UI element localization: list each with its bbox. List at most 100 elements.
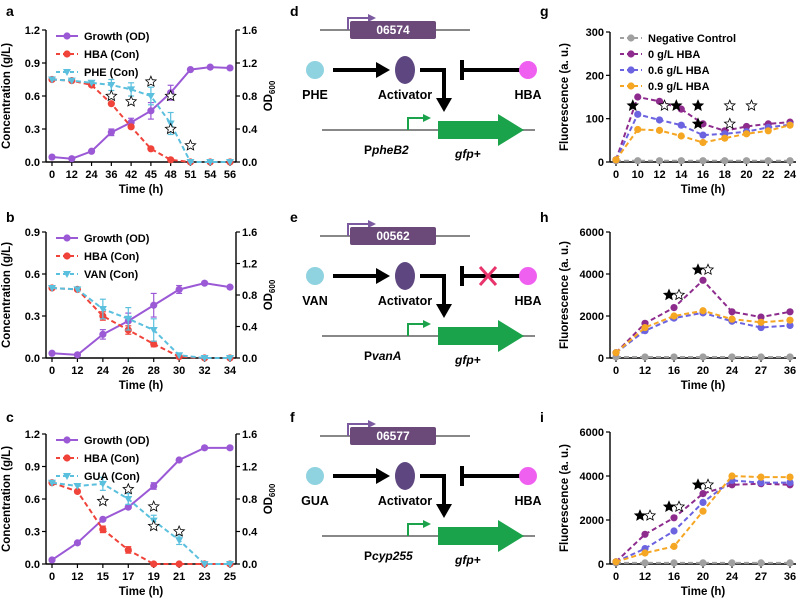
x-tick-label: 16 (697, 169, 709, 181)
x-tick-label: 21 (173, 571, 185, 583)
y-axis-label: Fluorescence (a. u.) (559, 241, 571, 349)
y-tick-label: 0 (598, 559, 604, 571)
significance-star (147, 519, 160, 532)
activator-label: Activator (378, 294, 432, 308)
x-axis-label: Time (h) (119, 380, 164, 392)
y2-axis-label: OD600 (263, 279, 277, 310)
series-0-6-g-l-hba (612, 110, 794, 164)
significance-star (164, 89, 177, 102)
significance-star (723, 117, 737, 130)
data-point (73, 487, 82, 496)
diagram-d: 06574 PHE Activator HBA PpheB2 gfp+ (302, 14, 542, 161)
x-tick-label: 24 (85, 169, 98, 181)
legend-label: Growth (OD) (84, 233, 150, 245)
reporter-label: gfp+ (454, 553, 481, 567)
y-tick-label: 0.9 (25, 462, 40, 474)
data-point (634, 125, 642, 134)
data-point (107, 100, 115, 108)
chart-i: 0 2000 4000 6000 0 12 16 20 24 27 36 Time (h) Fluore… (559, 427, 796, 598)
x-tick-label: 0 (49, 365, 55, 377)
x-tick-label: 0 (613, 169, 619, 181)
x-tick-label: 12 (653, 169, 665, 181)
significance-star (124, 94, 138, 107)
x-tick-label: 28 (148, 365, 160, 377)
promoter-name: cyp255 (372, 549, 413, 563)
data-point (641, 353, 649, 361)
inducer-dot (306, 61, 324, 79)
x-tick-label: 25 (224, 571, 236, 583)
y-axis-label: Concentration (g/L) (1, 242, 13, 348)
data-point (786, 308, 794, 316)
series-line (615, 113, 791, 161)
significance-star (147, 500, 160, 512)
y-tick-label: 0.3 (25, 124, 40, 136)
data-point (655, 97, 664, 105)
legend-marker (627, 50, 635, 58)
y-tick-label: 1.2 (25, 429, 40, 441)
significance-star (184, 138, 197, 151)
data-point (167, 156, 175, 164)
significance-star (122, 482, 135, 495)
data-point (641, 323, 649, 332)
y2-tick-label: 0.8 (242, 91, 257, 103)
y2-axis-label: OD600 (263, 80, 277, 111)
data-point (99, 330, 107, 338)
gene-box (350, 21, 436, 39)
data-point (175, 456, 183, 464)
repressor-label: HBA (514, 494, 541, 508)
data-point (699, 276, 707, 284)
promoter-prefix: P (364, 549, 372, 563)
x-tick-label: 24 (97, 365, 110, 377)
data-point (175, 352, 184, 360)
gfp-gene-arrow (438, 520, 524, 552)
inducer-dot (306, 267, 324, 285)
data-point (634, 93, 642, 101)
significance-star (658, 99, 671, 111)
x-tick-label: 27 (755, 365, 767, 377)
legend-label: PHE (Con) (84, 67, 139, 79)
inducer-dot (306, 467, 324, 485)
y2-tick-label: 0.0 (242, 157, 257, 169)
reporter-promoter-arrow (407, 523, 426, 536)
data-point (786, 121, 794, 129)
y2-tick-label: 1.2 (242, 58, 257, 70)
data-point (786, 559, 794, 567)
activator-label: Activator (378, 88, 432, 102)
y-tick-label: 0.3 (25, 527, 40, 539)
series-line (51, 287, 230, 359)
y-axis-label: Fluorescence (a. u.) (559, 444, 571, 552)
y-tick-label: 100 (586, 114, 604, 126)
data-point (786, 316, 794, 324)
data-point (677, 157, 685, 165)
x-axis-label: Time (h) (681, 380, 726, 392)
data-point (48, 76, 56, 84)
series-hba-con- (48, 75, 234, 166)
legend-marker (63, 473, 71, 480)
x-tick-label: 12 (639, 571, 651, 583)
y-axis-label: Fluorescence (a. u.) (559, 43, 571, 151)
data-point (175, 285, 183, 294)
gene-promoter-arrow (347, 17, 372, 30)
data-point (226, 159, 234, 166)
activator-label: Activator (378, 494, 432, 508)
data-point (73, 539, 82, 547)
legend-label: Growth (OD) (84, 435, 150, 447)
legend-marker (627, 34, 635, 42)
legend-marker (63, 252, 71, 260)
y2-label-sub: 600 (268, 80, 277, 94)
data-point (677, 105, 685, 113)
legend-marker (63, 271, 71, 278)
x-tick-label: 17 (122, 571, 134, 583)
data-point (68, 155, 76, 163)
series-line (51, 481, 230, 565)
data-point (634, 110, 642, 118)
data-point (127, 123, 135, 131)
legend-label: Negative Control (648, 33, 736, 45)
series-negative-control (612, 559, 794, 567)
y2-tick-label: 1.6 (242, 429, 257, 441)
data-point (786, 353, 794, 361)
y2-tick-label: 0.0 (242, 353, 257, 365)
significance-star (96, 494, 110, 507)
series-0-g-l-hba (612, 480, 794, 566)
data-point (786, 157, 794, 165)
